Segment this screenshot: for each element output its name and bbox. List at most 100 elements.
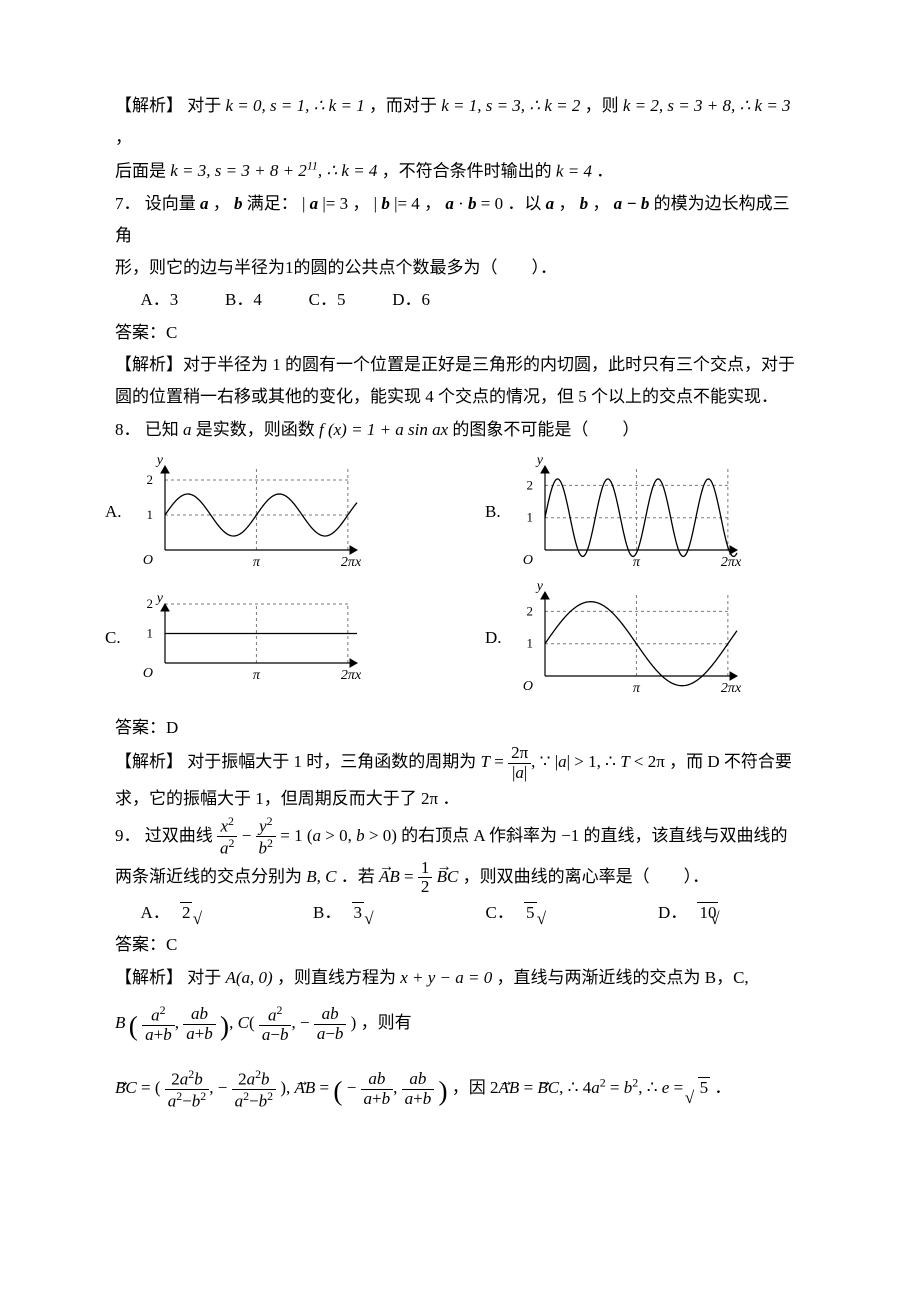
answer: C [166, 935, 177, 954]
text: 的右顶点 A 作斜率为 [401, 826, 557, 845]
analysis-label: 【解析】 [115, 752, 183, 771]
q8-stem: 8． 已知 a 是实数，则函数 f (x) = 1 + a sin ax 的图象… [115, 414, 805, 446]
text: ，则直线方程为 [277, 968, 396, 987]
svg-text:2: 2 [527, 477, 534, 492]
text: 对于 [187, 968, 221, 987]
vector-a: a [546, 194, 559, 213]
option-c: C．5 [309, 290, 346, 309]
option-a: A．2 [115, 897, 288, 929]
svg-text:2π: 2π [341, 555, 356, 570]
answer: D [166, 718, 178, 737]
text: ． [596, 161, 613, 180]
text: 满足： [247, 194, 298, 213]
q-number: 7． [115, 194, 141, 213]
text: ，因 [452, 1078, 486, 1097]
q8-figures: A. 12π2πOxy B. 12π2πOxy C. 12π2πOxy D. 1… [105, 452, 805, 698]
svg-text:1: 1 [527, 636, 534, 651]
math: x + y − a = 0 [400, 968, 496, 987]
q9-stem-l2: 两条渐近线的交点分别为 B, C ．若 →AB = 12 →BC ，则双曲线的离… [115, 859, 805, 897]
text: 是实数，则函数 [196, 420, 315, 439]
text: ，则有 [361, 1013, 412, 1032]
fig-a-cell: A. 12π2πOxy [105, 452, 425, 572]
svg-text:2: 2 [147, 596, 154, 611]
math: B ( a2a+b, aba+b ), C( a2a−b, − aba−b ) [115, 1013, 361, 1032]
fig-a-graph: 12π2πOxy [137, 452, 367, 572]
text: 设向量 [145, 194, 196, 213]
option-c: C．5 [460, 897, 633, 929]
text: ，而 D 不符合要 [669, 752, 792, 771]
text: 过双曲线 [145, 826, 213, 845]
svg-text:y: y [535, 579, 544, 594]
svg-text:O: O [143, 553, 153, 568]
fig-a-label: A. [105, 496, 137, 528]
vector-diff: a − b [614, 194, 654, 213]
q7-stem-line2: 形，则它的边与半径为1的圆的公共点个数最多为（ ）． [115, 252, 805, 284]
math: k = 1, s = 3, ∴ k = 2 [441, 96, 584, 115]
q-number: 9． [115, 826, 141, 845]
text: ．以 [507, 194, 541, 213]
fig-b-graph: 12π2πOxy [517, 452, 747, 572]
vector-b: b [234, 194, 247, 213]
text: ． [714, 1078, 731, 1097]
math: →BC = ( 2a2ba2−b2, − 2a2ba2−b2 ), →AB = … [115, 1078, 452, 1097]
svg-text:π: π [633, 555, 641, 570]
text: ， [558, 194, 575, 213]
text: 的图象不可能是（ ） [452, 420, 639, 439]
option-d: D．6 [392, 290, 430, 309]
math: | a |= 3 [302, 194, 352, 213]
fig-d-cell: D. 12π2πOxy [485, 578, 805, 698]
math: a · b = 0 [445, 194, 507, 213]
text: ，直线与两渐近线的交点为 B，C, [496, 968, 748, 987]
svg-text:x: x [354, 555, 362, 570]
text: ． [442, 789, 459, 808]
fig-c-graph: 12π2πOxy [137, 590, 367, 685]
text: ， [424, 194, 441, 213]
svg-text:1: 1 [527, 510, 534, 525]
analysis-label: 【解析】 [115, 355, 183, 374]
text: ，而对于 [369, 96, 437, 115]
vector-a: a [200, 194, 213, 213]
text: 已知 [145, 420, 179, 439]
math: B, C [306, 867, 340, 886]
text: ， [115, 128, 132, 147]
q7-options: A．3 B．4 C．5 D．6 [115, 284, 805, 316]
math: k = 2, s = 3 + 8, ∴ k = 3 [623, 96, 791, 115]
q8-analysis-l1: 【解析】 对于振幅大于 1 时，三角函数的周期为 T = 2π|a|, ∵ |a… [115, 744, 805, 782]
q7-analysis-l1: 【解析】对于半径为 1 的圆有一个位置是正好是三角形的内切圆，此时只有三个交点，… [115, 349, 805, 381]
fig-c-label: C. [105, 622, 137, 654]
svg-text:x: x [734, 555, 742, 570]
math: x2a2 − y2b2 = 1 [217, 826, 307, 845]
math: (a > 0, b > 0) [307, 826, 401, 845]
text: 的直线，该直线与双曲线的 [584, 826, 788, 845]
math: A(a, 0) [226, 968, 277, 987]
svg-text:x: x [734, 681, 742, 696]
q8-answer: 答案：D [115, 712, 805, 744]
fig-b-cell: B. 12π2πOxy [485, 452, 805, 572]
svg-text:2π: 2π [341, 668, 356, 683]
fig-d-label: D. [485, 622, 517, 654]
text: ， [352, 194, 369, 213]
math: T = 2π|a|, ∵ |a| > 1, ∴ T < 2π [481, 752, 670, 771]
answer: C [166, 323, 177, 342]
text: 对于半径为 1 的圆有一个位置是正好是三角形的内切圆，此时只有三个交点，对于 [183, 355, 795, 374]
text: ，则双曲线的离心率是（ ）． [463, 867, 710, 886]
fig-d-graph: 12π2πOxy [517, 578, 747, 698]
q9-stem-l1: 9． 过双曲线 x2a2 − y2b2 = 1 (a > 0, b > 0) 的… [115, 815, 805, 859]
svg-text:2: 2 [527, 603, 534, 618]
fig-c-cell: C. 12π2πOxy [105, 578, 425, 698]
svg-text:π: π [253, 555, 261, 570]
text: 求，它的振幅大于 1，但周期反而大于了 [115, 789, 417, 808]
math: k = 3, s = 3 + 8 + 211, ∴ k = 4 [170, 161, 381, 180]
text: 两条渐近线的交点分别为 [115, 867, 302, 886]
math: | b |= 4 [374, 194, 424, 213]
option-a: A．3 [141, 290, 179, 309]
q9-analysis-bc: B ( a2a+b, aba+b ), C( a2a−b, − aba−b ) … [115, 994, 805, 1059]
svg-text:O: O [523, 553, 533, 568]
q9-analysis-final: →BC = ( 2a2ba2−b2, − 2a2ba2−b2 ), →AB = … [115, 1059, 805, 1124]
svg-text:2: 2 [147, 472, 154, 487]
answer-label: 答案： [115, 718, 166, 737]
svg-text:1: 1 [147, 626, 154, 641]
analysis-label: 【解析】 [115, 96, 183, 115]
text: ， [213, 194, 230, 213]
q7-stem-line1: 7． 设向量 a ， b 满足： | a |= 3 ， | b |= 4 ， a… [115, 188, 805, 253]
